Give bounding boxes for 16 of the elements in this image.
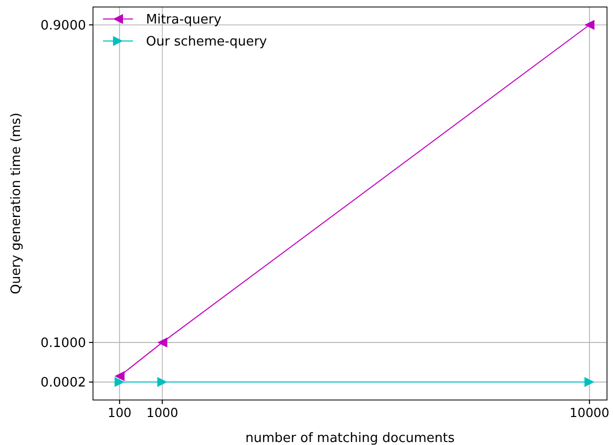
point [114,377,125,388]
x-tick-label: 1000 [146,405,178,420]
legend-label: Mitra-query [146,12,222,28]
y-axis-title: Query generation time (ms) [9,112,24,294]
point [584,20,594,30]
point [157,337,168,348]
y-tick-label: 0.9000 [40,18,86,34]
point [584,377,594,388]
y-tick-label: 0.1000 [40,336,86,351]
y-tick-label: 0.0002 [40,376,86,391]
legend-label: Our scheme-query [146,34,268,50]
x-tick-label: 10000 [570,405,610,420]
x-tick-label: 100 [108,405,132,420]
point [114,371,125,382]
x-axis-title: number of matching documents [245,431,455,445]
point [157,377,168,388]
